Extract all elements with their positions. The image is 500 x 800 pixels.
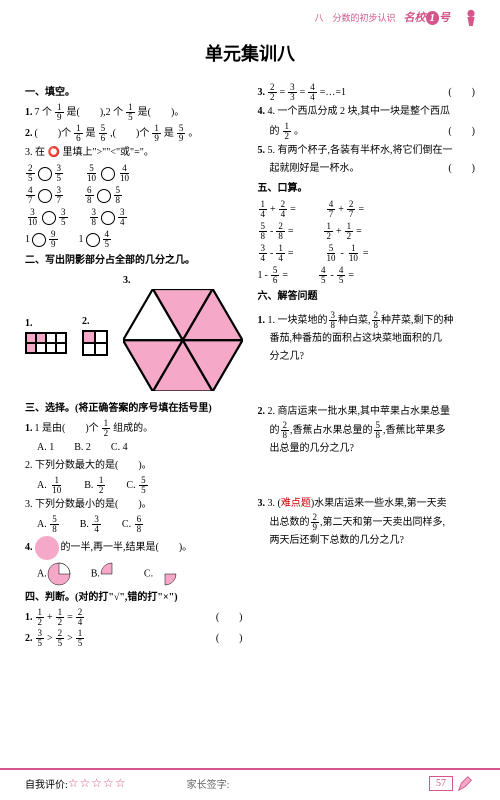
- q3-4: 4.的一半,再一半,结果是( )。: [25, 536, 243, 560]
- qr-4: 4. 4. 一个西瓜分成 2 块,其中一块是整个西瓜: [258, 104, 476, 120]
- q3-2: 2. 下列分数最大的是( )。: [25, 458, 243, 474]
- shape-3: 3.: [123, 273, 243, 397]
- section-4-heading: 四、判断。(对的打"√",错的打"×"): [25, 590, 243, 606]
- brand-logo: 名校1号: [404, 9, 451, 25]
- pie-a: A.: [37, 562, 71, 586]
- q4-2: 2.35>25>15( ): [25, 629, 243, 648]
- q1-1: 1.7 个19是( ),2 个15是( )。: [25, 103, 243, 122]
- page-header: 八 分数的初步认识 名校1号: [0, 0, 500, 30]
- qr-4b: 的12。( ): [258, 122, 476, 141]
- shape-2: 2.: [82, 314, 108, 356]
- right-column: 3.22=33=44=…=1( ) 4. 4. 一个西瓜分成 2 块,其中一块是…: [258, 81, 476, 650]
- q1-2: 2.( )个16是56,( )个19是59。: [25, 124, 243, 143]
- left-column: 一、填空。 1.7 个19是( ),2 个15是( )。 2.( )个16是56…: [25, 81, 243, 650]
- word-1: 1. 1. 一块菜地的38种白菜,28种芹菜,剩下的种番茄,种番茄的面积占这块菜…: [258, 311, 476, 366]
- q3-3: 3. 下列分数最小的是( )。: [25, 497, 243, 513]
- qr-3: 3.22=33=44=…=1( ): [258, 83, 476, 102]
- comparison-grid: 253551041047376858310353834199145: [25, 164, 243, 249]
- mascot-icon: [462, 8, 480, 26]
- word-3: 3. 3. (难点题)水果店运来一些水果,第一天卖出总数的29,第二天和第一天卖…: [258, 495, 476, 550]
- full-circle-icon: [35, 536, 59, 560]
- opts-3: A. 58B. 34C. 68: [37, 515, 243, 534]
- chapter-label: 八 分数的初步认识: [314, 11, 395, 24]
- q3-1: 1.1 是由( )个12组成的。: [25, 419, 243, 438]
- section-6-heading: 六、解答问题: [258, 289, 476, 305]
- self-eval-label: 自我评价:: [25, 776, 68, 791]
- content-area: 一、填空。 1.7 个19是( ),2 个15是( )。 2.( )个16是56…: [0, 81, 500, 650]
- opts-2: A. 110B. 12C. 55: [37, 476, 243, 495]
- pie-b: B.: [91, 562, 124, 586]
- opts-1: A. 1B. 2C. 4: [37, 440, 243, 456]
- section-5-heading: 五、口算。: [258, 181, 476, 197]
- calc-grid: 14+24 =47+27 =58-28 =12+12 =34-14 =510-1…: [258, 200, 476, 285]
- section-3-heading: 三、选择。(将正确答案的序号填在括号里): [25, 401, 243, 417]
- q1-3: 3. 在 ⭕ 里填上">""<"或"="。: [25, 145, 243, 161]
- section-1-heading: 一、填空。: [25, 85, 243, 101]
- shape-1: 1.: [25, 316, 67, 354]
- section-2-heading: 二、写出阴影部分占全部的几分之几。: [25, 253, 243, 269]
- page-number: 57: [429, 776, 453, 791]
- parent-sign-label: 家长签字:: [187, 776, 230, 791]
- star-rating: ☆☆☆☆☆: [68, 776, 127, 791]
- page-title: 单元集训八: [0, 40, 500, 66]
- pencil-icon: [457, 774, 475, 792]
- page-footer: 自我评价: ☆☆☆☆☆ 家长签字: 57: [0, 768, 500, 792]
- qr-5: 5. 5. 有两个杯子,各装有半杯水,将它们倒在一: [258, 143, 476, 159]
- word-2: 2. 2. 商店运来一批水果,其中苹果占水果总量的28,香蕉占水果总量的58,香…: [258, 403, 476, 458]
- shape-row: 1. 2. 3.: [25, 273, 243, 397]
- q4-1: 1.12+12=24( ): [25, 608, 243, 627]
- pie-opts: A. B. C.: [37, 562, 243, 586]
- pie-c: C.: [144, 562, 177, 586]
- qr-5b: 起就刚好是一杯水。( ): [258, 161, 476, 177]
